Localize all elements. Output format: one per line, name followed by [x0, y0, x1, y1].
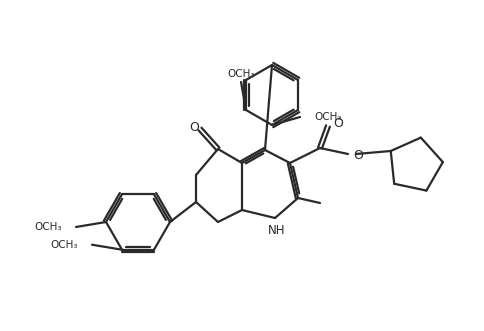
Text: NH: NH: [268, 223, 286, 237]
Text: O: O: [189, 120, 199, 133]
Text: OCH₃: OCH₃: [50, 240, 78, 250]
Text: OCH₃: OCH₃: [227, 69, 255, 79]
Text: O: O: [353, 149, 363, 162]
Text: OCH₃: OCH₃: [314, 112, 342, 122]
Text: OCH₃: OCH₃: [34, 222, 62, 232]
Text: O: O: [333, 117, 343, 129]
